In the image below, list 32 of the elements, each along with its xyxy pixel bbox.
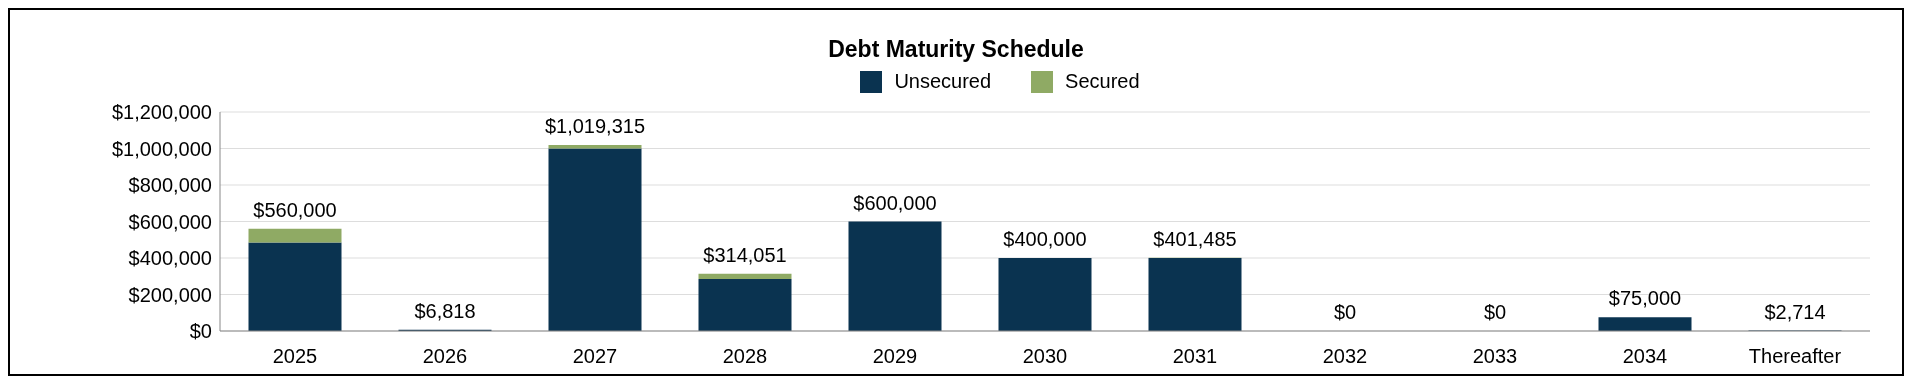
chart-title: Debt Maturity Schedule	[827, 35, 1085, 64]
x-tick-label: 2033	[1472, 345, 1518, 368]
x-tick-label: 2027	[572, 345, 618, 368]
y-tick-label: $1,200,000	[111, 101, 212, 124]
total-label: $6,818	[414, 299, 476, 322]
x-tick-label: 2028	[722, 345, 768, 368]
total-label: $400,000	[1003, 228, 1087, 250]
y-tick-label: $400,000	[128, 247, 212, 270]
total-label: $560,000	[253, 198, 337, 221]
y-tick-label: $600,000	[128, 210, 212, 233]
total-label: $0	[1483, 301, 1507, 323]
total-label: $1,019,315	[544, 114, 646, 137]
total-label: $314,051	[703, 243, 787, 266]
legend-label: Secured	[1064, 70, 1140, 93]
x-tick-label: 2031	[1172, 345, 1218, 368]
x-tick-label: 2029	[872, 345, 918, 368]
x-tick-label: 2030	[1022, 345, 1068, 368]
y-tick-label: $200,000	[128, 283, 212, 306]
total-label: $600,000	[853, 191, 937, 214]
total-label: $401,485	[1153, 227, 1237, 250]
total-label: $75,000	[1608, 287, 1682, 310]
x-tick-label: 2026	[422, 345, 468, 368]
y-tick-label: $800,000	[128, 174, 212, 197]
x-tick-label: 2034	[1622, 345, 1668, 368]
x-tick-label: 2032	[1322, 345, 1368, 368]
y-tick-label: $1,000,000	[111, 137, 212, 160]
legend-label: Unsecured	[893, 70, 992, 93]
x-tick-label: Thereafter	[1748, 345, 1842, 368]
total-label: $0	[1333, 301, 1357, 323]
total-label: $2,714	[1764, 300, 1826, 323]
x-tick-label: 2025	[272, 345, 318, 368]
y-tick-label: $0	[189, 320, 212, 343]
